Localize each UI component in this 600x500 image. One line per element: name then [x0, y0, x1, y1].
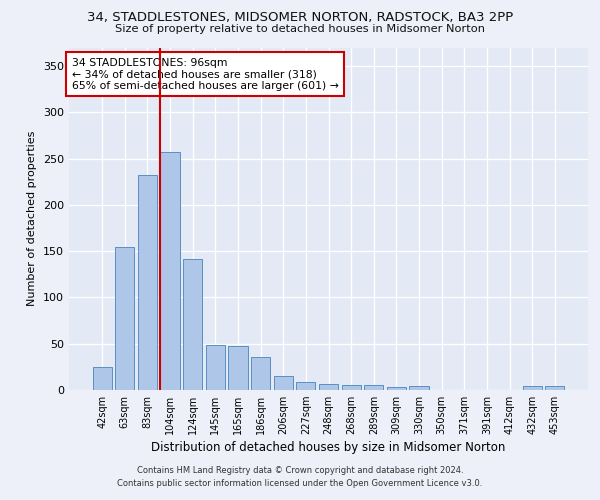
Bar [138, 175, 157, 390]
Bar [160, 152, 180, 390]
Bar [92, 367, 112, 390]
Bar [319, 384, 338, 390]
Bar [523, 386, 542, 390]
Bar [251, 356, 270, 390]
Text: 34, STADDLESTONES, MIDSOMER NORTON, RADSTOCK, BA3 2PP: 34, STADDLESTONES, MIDSOMER NORTON, RADS… [87, 11, 513, 24]
Bar [341, 386, 361, 390]
Y-axis label: Number of detached properties: Number of detached properties [28, 131, 37, 306]
Bar [115, 246, 134, 390]
Bar [206, 344, 225, 390]
Bar [364, 386, 383, 390]
Bar [296, 382, 316, 390]
Bar [274, 376, 293, 390]
Bar [545, 386, 565, 390]
Text: Size of property relative to detached houses in Midsomer Norton: Size of property relative to detached ho… [115, 24, 485, 34]
X-axis label: Distribution of detached houses by size in Midsomer Norton: Distribution of detached houses by size … [151, 442, 506, 454]
Bar [229, 346, 248, 390]
Bar [387, 387, 406, 390]
Bar [183, 258, 202, 390]
Text: Contains HM Land Registry data © Crown copyright and database right 2024.
Contai: Contains HM Land Registry data © Crown c… [118, 466, 482, 487]
Bar [409, 386, 428, 390]
Text: 34 STADDLESTONES: 96sqm
← 34% of detached houses are smaller (318)
65% of semi-d: 34 STADDLESTONES: 96sqm ← 34% of detache… [71, 58, 338, 91]
